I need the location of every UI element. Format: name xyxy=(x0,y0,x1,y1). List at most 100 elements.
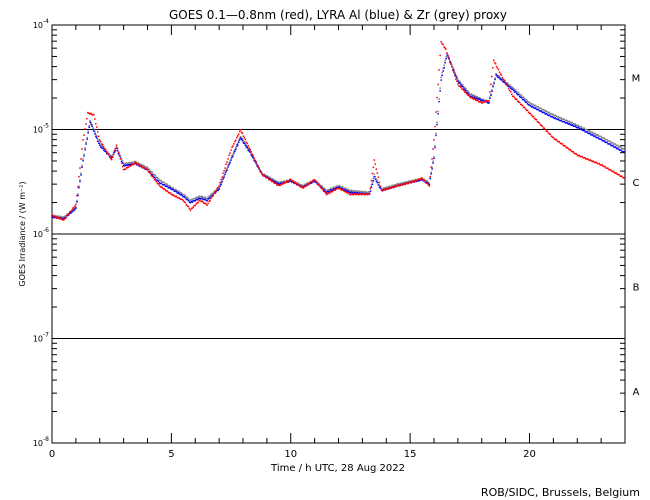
data-point xyxy=(463,89,465,92)
data-point xyxy=(150,171,153,173)
data-point xyxy=(153,178,156,181)
data-point xyxy=(169,185,172,188)
data-point xyxy=(218,185,220,187)
data-point xyxy=(601,164,603,166)
data-point xyxy=(282,183,284,185)
data-point xyxy=(185,196,188,199)
data-point xyxy=(302,187,305,189)
data-point xyxy=(454,71,456,74)
data-point xyxy=(531,105,534,108)
data-point xyxy=(588,130,590,132)
data-point xyxy=(278,184,280,186)
data-point xyxy=(317,184,320,186)
data-point xyxy=(523,106,526,109)
data-point xyxy=(247,147,250,150)
data-point xyxy=(118,152,121,155)
data-point xyxy=(157,180,160,182)
data-point xyxy=(496,67,499,69)
data-point xyxy=(174,188,177,191)
data-point xyxy=(218,188,220,190)
data-point xyxy=(277,184,279,186)
y-tick-exponent: -5 xyxy=(43,123,49,130)
data-point xyxy=(476,95,478,98)
data-point xyxy=(160,179,163,182)
data-point xyxy=(238,130,241,133)
data-point xyxy=(490,93,492,95)
data-point xyxy=(287,181,289,183)
data-point xyxy=(377,184,380,186)
data-point xyxy=(271,178,273,180)
data-point xyxy=(375,178,378,180)
data-point xyxy=(456,76,458,78)
data-point xyxy=(575,126,578,129)
data-point xyxy=(495,65,498,68)
data-point xyxy=(522,96,525,98)
data-point xyxy=(599,135,601,138)
data-point xyxy=(207,198,209,200)
data-point xyxy=(479,101,481,103)
data-point xyxy=(477,96,479,99)
data-point xyxy=(495,74,497,76)
data-point xyxy=(379,185,382,187)
data-point xyxy=(150,173,153,176)
data-point xyxy=(267,177,269,179)
data-point xyxy=(592,134,594,137)
data-point xyxy=(129,165,132,167)
data-point xyxy=(396,183,398,185)
data-point xyxy=(436,123,438,126)
data-point xyxy=(163,184,166,186)
data-point xyxy=(124,162,127,165)
data-point xyxy=(157,183,160,185)
data-point xyxy=(231,155,233,157)
data-point xyxy=(195,198,197,201)
data-point xyxy=(345,190,348,192)
data-point xyxy=(408,181,410,184)
data-point xyxy=(227,164,229,167)
data-point xyxy=(619,146,621,149)
data-point xyxy=(320,187,323,189)
data-point xyxy=(529,112,532,115)
data-point xyxy=(476,99,478,102)
data-point xyxy=(294,181,297,183)
data-point xyxy=(146,166,149,169)
data-point xyxy=(530,106,533,108)
data-point xyxy=(372,177,375,180)
data-point xyxy=(284,180,286,183)
data-point xyxy=(291,180,294,182)
data-point xyxy=(390,187,393,189)
data-point xyxy=(83,134,85,136)
data-point xyxy=(397,184,399,186)
series-goes xyxy=(51,41,625,221)
data-point xyxy=(498,76,500,79)
data-point xyxy=(613,143,615,146)
data-point xyxy=(279,182,281,184)
data-point xyxy=(565,119,568,121)
data-point xyxy=(292,180,295,183)
data-point xyxy=(236,135,239,137)
data-point xyxy=(415,179,417,182)
data-point xyxy=(242,135,245,137)
data-point xyxy=(567,147,570,150)
data-point xyxy=(290,181,293,183)
data-point xyxy=(196,197,198,199)
data-point xyxy=(215,189,217,191)
data-point xyxy=(455,78,457,80)
data-point xyxy=(61,217,63,220)
data-point xyxy=(379,187,382,189)
data-point xyxy=(484,101,486,103)
data-point xyxy=(392,186,395,189)
data-point xyxy=(515,90,518,93)
data-point xyxy=(202,196,204,199)
data-point xyxy=(514,97,516,99)
data-point xyxy=(491,75,493,78)
data-point xyxy=(301,187,304,189)
data-point xyxy=(354,190,357,193)
data-point xyxy=(460,86,462,89)
data-point xyxy=(212,194,214,196)
data-point xyxy=(437,110,439,113)
data-point xyxy=(229,160,231,162)
data-point xyxy=(322,189,325,191)
data-point xyxy=(490,83,492,86)
data-point xyxy=(275,182,277,184)
data-point xyxy=(72,208,74,211)
